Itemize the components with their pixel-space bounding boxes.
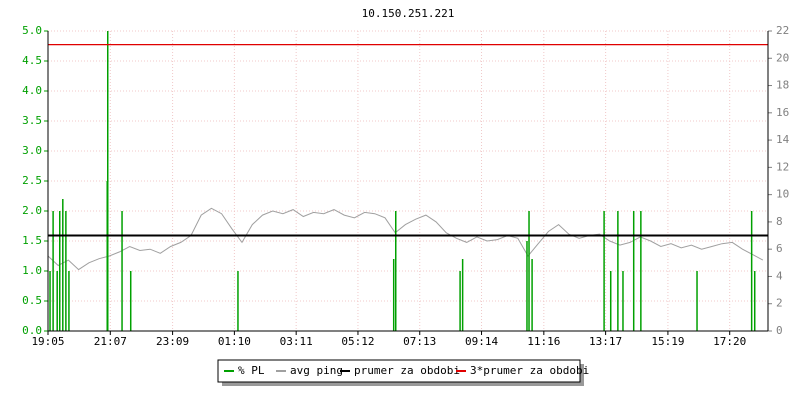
y2-tick-label: 8 bbox=[776, 215, 783, 228]
x-tick-label: 17:20 bbox=[713, 335, 746, 348]
x-tick-label: 23:09 bbox=[156, 335, 189, 348]
x-tick-label: 15:19 bbox=[651, 335, 684, 348]
y2-tick-label: 2 bbox=[776, 297, 783, 310]
y-tick-label: 4.5 bbox=[22, 54, 42, 67]
x-tick-label: 03:11 bbox=[280, 335, 313, 348]
x-tick-label: 13:17 bbox=[589, 335, 622, 348]
x-tick-label: 01:10 bbox=[218, 335, 251, 348]
y2-tick-label: 4 bbox=[776, 269, 783, 282]
x-tick-label: 09:14 bbox=[465, 335, 498, 348]
y-tick-label: 1.0 bbox=[22, 264, 42, 277]
y2-tick-label: 20 bbox=[776, 51, 789, 64]
legend-box bbox=[217, 359, 581, 383]
y-tick-label: 2.0 bbox=[22, 204, 42, 217]
y2-tick-label: 18 bbox=[776, 79, 789, 92]
y2-tick-label: 0 bbox=[776, 324, 783, 337]
y2-tick-label: 14 bbox=[776, 133, 790, 146]
chart-title: 10.150.251.221 bbox=[362, 7, 455, 20]
y-tick-label: 3.0 bbox=[22, 144, 42, 157]
x-tick-label: 21:07 bbox=[94, 335, 127, 348]
y-tick-label: 1.5 bbox=[22, 234, 42, 247]
y2-tick-label: 16 bbox=[776, 106, 789, 119]
y2-tick-label: 10 bbox=[776, 188, 789, 201]
y2-tick-label: 12 bbox=[776, 160, 789, 173]
y-tick-label: 2.5 bbox=[22, 174, 42, 187]
y-tick-label: 4.0 bbox=[22, 84, 42, 97]
y-tick-label: 3.5 bbox=[22, 114, 42, 127]
legend-label: prumer za obdobi bbox=[354, 364, 460, 377]
legend-label: % PL bbox=[238, 364, 265, 377]
ping-line bbox=[47, 207, 764, 271]
y-tick-label: 5.0 bbox=[22, 24, 42, 37]
x-tick-label: 19:05 bbox=[31, 335, 64, 348]
y-tick-label: 0.5 bbox=[22, 294, 42, 307]
x-tick-label: 07:13 bbox=[403, 335, 436, 348]
legend-label: 3*prumer za obdobi bbox=[470, 364, 589, 377]
y2-tick-label: 6 bbox=[776, 242, 783, 255]
x-tick-label: 11:16 bbox=[527, 335, 560, 348]
y-tick-label: 0.0 bbox=[22, 324, 42, 337]
y2-tick-label: 22 bbox=[776, 24, 789, 37]
x-tick-label: 05:12 bbox=[341, 335, 374, 348]
legend-label: avg ping bbox=[290, 364, 343, 377]
